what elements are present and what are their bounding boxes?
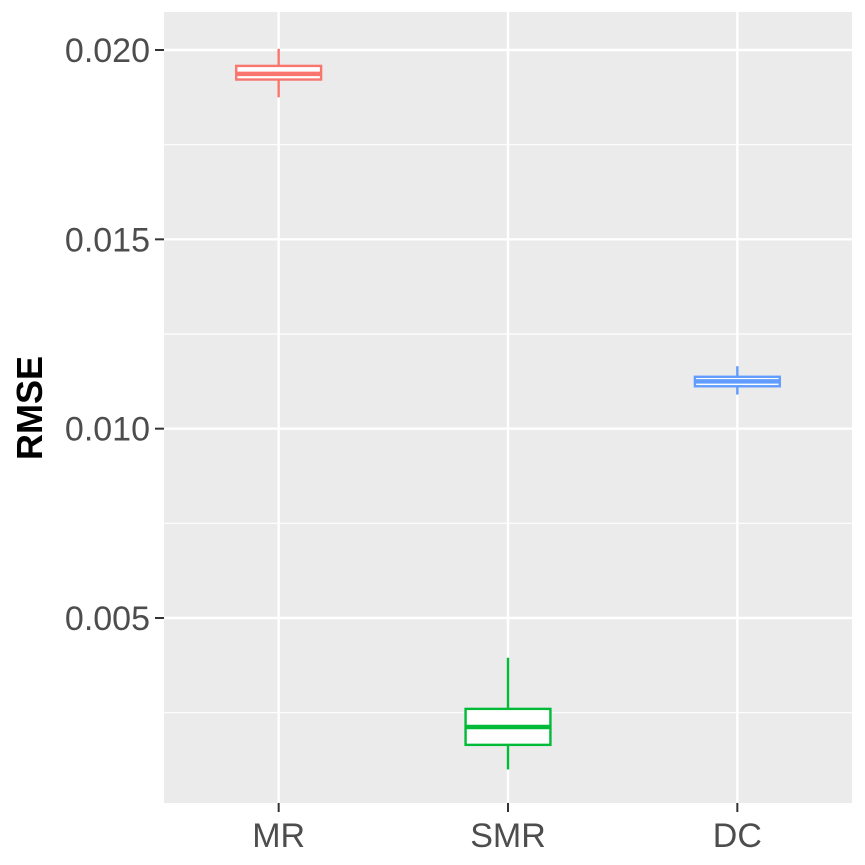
box-dc (693, 366, 781, 395)
x-tick-label: SMR (470, 817, 546, 855)
x-tick-label: MR (252, 817, 305, 855)
axes: 0.005 0.010 0.015 0.020 MR SMR DC (65, 32, 762, 855)
boxes (235, 48, 781, 770)
y-tick-label: 0.010 (65, 411, 150, 449)
y-tick-label: 0.015 (65, 221, 150, 259)
box-smr (464, 657, 552, 770)
x-tick-label: DC (713, 817, 762, 855)
y-tick-label: 0.020 (65, 32, 150, 70)
box-mr (235, 48, 323, 98)
y-tick-label: 0.005 (65, 600, 150, 638)
y-axis-title: RMSE (9, 356, 50, 460)
